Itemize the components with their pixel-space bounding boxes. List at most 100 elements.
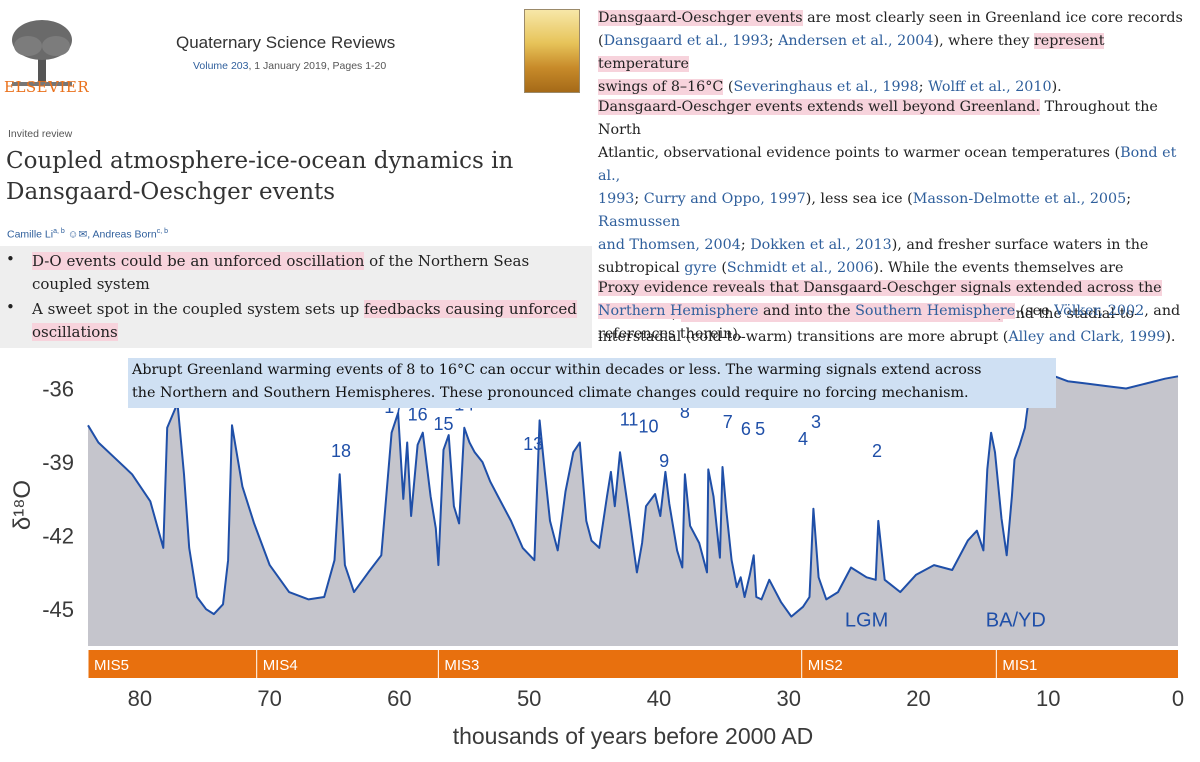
period-label: BA/YD	[986, 609, 1046, 631]
author-affiliation[interactable]: a, b	[53, 228, 65, 235]
event-label: 18	[331, 441, 351, 461]
mis-stage-label: MIS1	[1002, 657, 1037, 674]
event-label: 2	[872, 441, 882, 461]
x-tick-label: 10	[1036, 686, 1060, 711]
citation-link[interactable]: Dokken et al., 2013	[750, 237, 892, 253]
citation-link[interactable]: Völker, 2002	[1054, 303, 1145, 319]
mis-stage-bar	[801, 650, 997, 678]
text-run: and the stadial-to-	[1002, 306, 1139, 322]
mis-stage-bar	[438, 650, 802, 678]
volume-link[interactable]: Volume 203	[193, 60, 249, 72]
event-label: 15	[434, 414, 454, 434]
author-link[interactable]: Camille Li	[7, 228, 54, 241]
period-label: LGM	[845, 609, 888, 631]
author-affiliation[interactable]: c, b	[156, 228, 169, 235]
text-run: ;	[740, 237, 751, 253]
summary-line: Abrupt Greenland warming events of 8 to …	[132, 362, 982, 378]
highlight-phrase: swings of 8–16°C	[598, 79, 724, 95]
citation-link[interactable]: Rasmussen	[598, 214, 681, 230]
glossary-link[interactable]: Northern Hemisphere	[598, 303, 759, 319]
citation-link[interactable]: Dansgaard et al., 1993	[603, 33, 769, 49]
text-run: , and	[1144, 303, 1181, 319]
journal-title-link[interactable]: Quaternary Science Reviews	[176, 33, 396, 52]
citation-link[interactable]: Andersen et al., 2004	[778, 33, 934, 49]
citation-link[interactable]: Alley and Clark, 1999	[1008, 329, 1166, 345]
article-header: ELSEVIER Quaternary Science Reviews Volu…	[0, 0, 592, 350]
text-run: Atlantic, observational evidence points …	[598, 145, 1121, 161]
x-tick-label: 40	[647, 686, 671, 711]
text-run: Throughout the North	[598, 99, 1158, 138]
y-axis-title: δ¹⁸O	[9, 480, 36, 530]
glossary-link[interactable]: gyre	[684, 260, 717, 276]
highlight-phrase: Dansgaard-Oeschger events extends well b…	[598, 99, 1041, 115]
publisher-wordmark: ELSEVIER	[4, 78, 90, 96]
body-text-column: Dansgaard-Oeschger events are most clear…	[594, 0, 1200, 350]
citation-link[interactable]: Bond et al.,	[598, 145, 1177, 184]
text-run: (see	[1015, 303, 1055, 319]
highlights-box: • D-O events could be an unforced oscill…	[0, 246, 592, 350]
text-run: (	[723, 79, 734, 95]
text-run: are most clearly seen in Greenland ice c…	[802, 10, 1183, 26]
mis-stage-label: MIS5	[94, 657, 129, 674]
author-list: Camille Lia, b ☺✉, Andreas Bornc, b	[7, 228, 168, 241]
event-label: 8	[680, 402, 690, 422]
event-label: 16	[408, 404, 428, 424]
volume-date-pages: , 1 January 2019, Pages 1-20	[248, 60, 387, 72]
paragraph-1: Dansgaard-Oeschger events are most clear…	[598, 7, 1198, 99]
text-run: (	[598, 33, 604, 49]
citation-link[interactable]: Severinghaus et al., 1998	[733, 79, 919, 95]
text-run: ), where they	[933, 33, 1034, 49]
highlight-phrase: oscillations	[32, 323, 118, 341]
y-tick-label: -39	[42, 450, 74, 475]
event-label: 9	[659, 451, 669, 471]
highlight-phrase: D-O events could be an unforced oscillat…	[32, 252, 365, 270]
text-run: interstadial (cold-to-warm) transitions …	[598, 329, 1009, 345]
journal-cover-thumbnail[interactable]	[524, 9, 580, 93]
y-tick-label: -45	[42, 597, 74, 622]
highlight-text: of the Northern Seas	[364, 252, 530, 270]
x-tick-label: 60	[387, 686, 411, 711]
series-line-d18o	[87, 370, 1179, 618]
text-run: subtropical	[598, 260, 685, 276]
summary-callout: Abrupt Greenland warming events of 8 to …	[128, 358, 1056, 408]
bullet-icon: •	[6, 298, 15, 316]
author-link[interactable]: Andreas Born	[92, 228, 157, 241]
highlight-phrase: and into the	[758, 303, 856, 319]
x-tick-label: 30	[776, 686, 800, 711]
y-tick-label: -42	[42, 524, 74, 549]
citation-link[interactable]: Schmidt et al., 2006	[726, 260, 874, 276]
event-label: 3	[811, 412, 821, 432]
bullet-icon: •	[6, 250, 15, 268]
y-tick-label: -36	[42, 377, 74, 402]
mis-stage-bar	[256, 650, 439, 678]
email-icon[interactable]: ✉	[78, 228, 88, 241]
citation-link[interactable]: 1993	[598, 191, 635, 207]
x-tick-label: 80	[128, 686, 152, 711]
x-tick-label: 50	[517, 686, 541, 711]
citation-link[interactable]: Masson-Delmotte et al., 2005	[912, 191, 1127, 207]
person-icon[interactable]: ☺	[67, 228, 79, 241]
summary-line: the Northern and Southern Hemispheres. T…	[132, 385, 969, 401]
article-type: Invited review	[8, 128, 73, 140]
x-tick-label: 20	[906, 686, 930, 711]
citation-link[interactable]: Wolff et al., 2010	[928, 79, 1052, 95]
x-tick-label: 70	[257, 686, 281, 711]
mis-stage-label: MIS2	[808, 657, 843, 674]
author-separator: ,	[87, 228, 93, 241]
glossary-link[interactable]: Southern Hemisphere	[855, 303, 1016, 319]
mis-stage-label: MIS3	[444, 657, 479, 674]
x-axis-title: thousands of years before 2000 AD	[453, 723, 814, 749]
event-label: 6	[741, 419, 751, 439]
citation-link[interactable]: and Thomsen, 2004	[598, 237, 741, 253]
text-run: ;	[1126, 191, 1132, 207]
highlight-text: coupled system	[32, 275, 150, 293]
highlight-phrase: Proxy evidence reveals that Dansgaard-Oe…	[598, 280, 1162, 296]
citation-link[interactable]: Curry and Oppo, 1997	[643, 191, 806, 207]
highlight-text: A sweet spot in the coupled system sets …	[32, 300, 364, 318]
event-label: 4	[798, 429, 808, 449]
event-label: 13	[523, 434, 543, 454]
mis-stage-label: MIS4	[263, 657, 298, 674]
x-tick-label: 0	[1172, 686, 1184, 711]
elsevier-tree-logo[interactable]	[6, 8, 78, 98]
